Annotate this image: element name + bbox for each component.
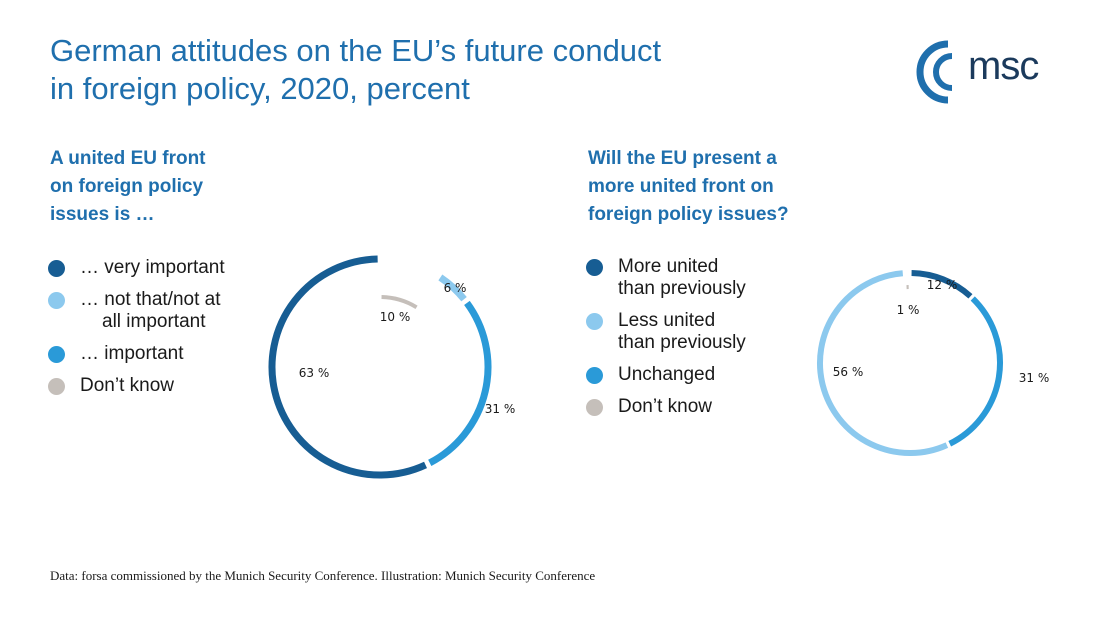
slice-value-label: 1 %: [897, 303, 920, 317]
legend-item-dont-know: Don’t know: [586, 396, 746, 418]
legend-label: More united: [618, 256, 719, 277]
legend-label: Less united: [618, 310, 716, 331]
donut-slice: [911, 270, 973, 299]
chart-2-subtitle-line: foreign policy issues?: [588, 204, 789, 225]
msc-logo-icon: [916, 40, 953, 104]
legend-item-more-united: More united than previously: [586, 256, 746, 300]
chart-1-subtitle-line: A united EU front: [50, 148, 206, 169]
donut-slice: [817, 270, 949, 456]
chart-2-subtitle: Will the EU present a more united front …: [588, 145, 789, 229]
chart-2-legend: More united than previously Less united …: [586, 256, 746, 428]
donut-slice: [428, 300, 492, 466]
donut-slice: [438, 274, 467, 302]
chart-1-subtitle-line: on foreign policy: [50, 176, 204, 197]
source-note: Data: forsa commissioned by the Munich S…: [50, 568, 596, 583]
slice-value-label: 56 %: [833, 365, 864, 379]
legend-item-dont-know: Don’t know: [48, 375, 225, 397]
legend-label: … very important: [80, 257, 225, 278]
chart-1-subtitle: A united EU front on foreign policy issu…: [50, 145, 206, 229]
legend-swatch: [586, 313, 603, 330]
legend-label: Unchanged: [618, 364, 716, 385]
slice-value-label: 31 %: [1019, 371, 1050, 385]
legend-item-less-united: Less united than previously: [586, 310, 746, 354]
legend-label: than previously: [618, 278, 746, 299]
legend-label: all important: [102, 311, 206, 332]
legend-label: Don’t know: [80, 375, 174, 396]
legend-label: than previously: [618, 332, 746, 353]
donut-slice: [948, 296, 1003, 447]
legend-item-not-important: … not that/not at all important: [48, 289, 225, 333]
legend-swatch: [48, 292, 65, 309]
chart-2-subtitle-line: Will the EU present a: [588, 148, 777, 169]
slice-value-label: 10 %: [380, 310, 411, 324]
chart-2-subtitle-line: more united front on: [588, 176, 774, 197]
legend-swatch: [586, 367, 603, 384]
legend-item-unchanged: Unchanged: [586, 364, 746, 386]
chart-title-line-2: in foreign policy, 2020, percent: [50, 71, 470, 106]
legend-swatch: [48, 378, 65, 395]
chart-2-donut: 12 % 31 % 56 % 1 %: [817, 270, 1050, 456]
legend-swatch: [48, 260, 65, 277]
legend-item-very-important: … very important: [48, 257, 225, 279]
slice-value-label: 6 %: [444, 281, 467, 295]
slice-value-label: 63 %: [299, 366, 330, 380]
chart-1-legend: … very important … not that/not at all i…: [48, 257, 225, 407]
chart-title-line-1: German attitudes on the EU’s future cond…: [50, 33, 662, 68]
chart-1-donut: 10 % 6 % 31 % 63 %: [268, 255, 516, 479]
slice-value-label: 31 %: [485, 402, 516, 416]
chart-title: German attitudes on the EU’s future cond…: [50, 32, 770, 108]
legend-label: Don’t know: [618, 396, 712, 417]
donut-slice: [268, 255, 427, 479]
legend-swatch: [586, 259, 603, 276]
legend-label: … important: [80, 343, 184, 364]
legend-label: … not that/not at: [80, 289, 221, 310]
legend-swatch: [48, 346, 65, 363]
legend-swatch: [586, 399, 603, 416]
chart-1-subtitle-line: issues is …: [50, 204, 155, 225]
msc-logo-text: msc: [968, 44, 1039, 88]
donut-slice: [381, 295, 418, 310]
slice-value-label: 12 %: [927, 278, 958, 292]
legend-item-important: … important: [48, 343, 225, 365]
